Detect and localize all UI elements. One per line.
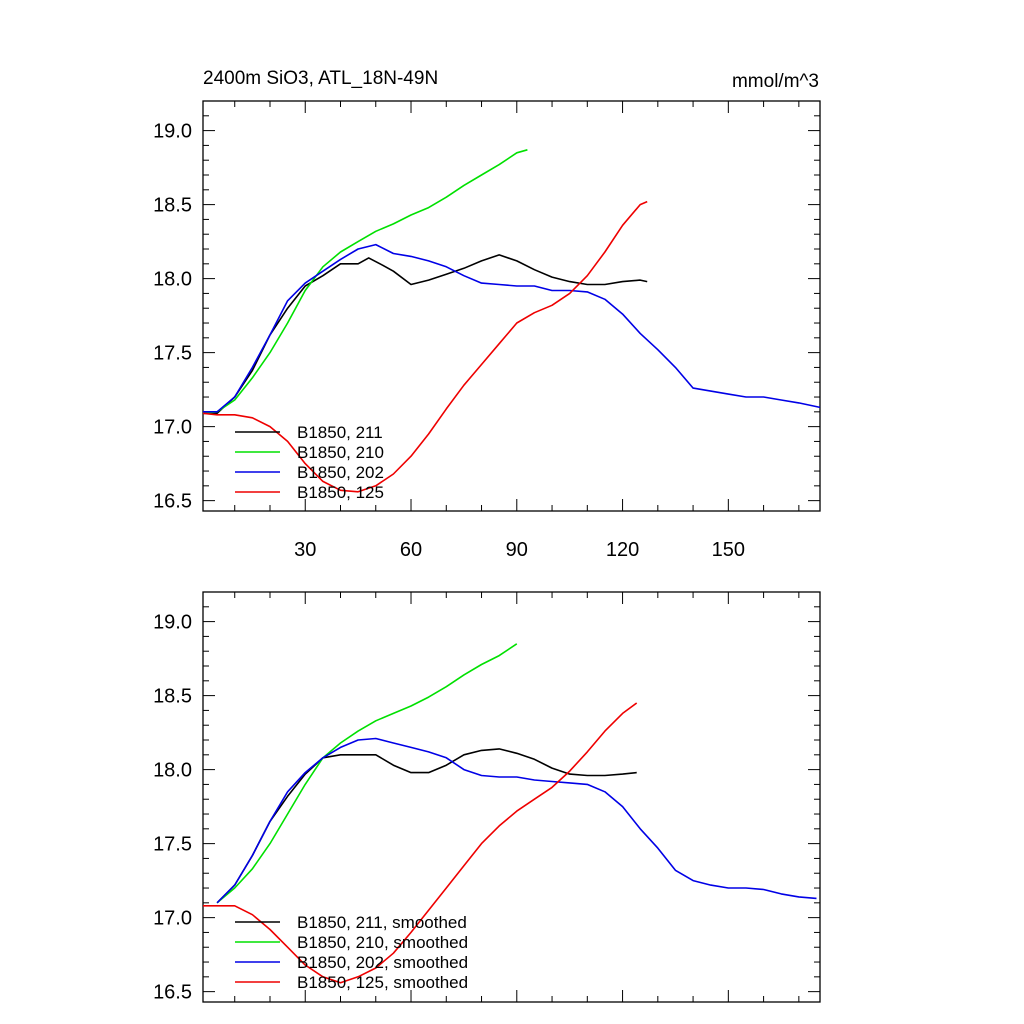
- top-panel: 16.5 17.0 17.5 18.0 18.5 19.0 30 60 90 120 150 B185…: [153, 100, 821, 561]
- x-tick-label: 60: [400, 539, 422, 561]
- y-tick-label: 18.5: [153, 686, 192, 708]
- series-line: [216, 643, 518, 904]
- y-tick-label: 16.5: [153, 982, 192, 1004]
- chart-title: 2400m SiO3, ATL_18N-49N: [203, 68, 438, 89]
- legend-label: B1850, 202: [297, 463, 384, 482]
- y-tick-label: 18.0: [153, 760, 192, 782]
- y-tick-label: 17.0: [153, 417, 192, 439]
- y-tick-label: 18.0: [153, 269, 192, 291]
- series-line: [203, 702, 638, 984]
- legend-label: B1850, 210, smoothed: [297, 933, 468, 952]
- legend-label: B1850, 211, smoothed: [297, 913, 467, 932]
- x-tick-label: 120: [606, 539, 639, 561]
- series-line: [203, 243, 821, 413]
- legend-label: B1850, 210: [297, 443, 384, 462]
- y-tick-label: 18.5: [153, 195, 192, 217]
- y-tick-label: 17.0: [153, 908, 192, 930]
- legend-label: B1850, 125, smoothed: [297, 973, 468, 992]
- legend-label: B1850, 211: [297, 423, 383, 442]
- y-tick-label: 17.5: [153, 834, 192, 856]
- series-line: [202, 149, 528, 415]
- x-tick-label: 90: [506, 539, 528, 561]
- legend-label: B1850, 125: [297, 483, 384, 502]
- series-line: [203, 254, 648, 415]
- plot-frame: [202, 591, 821, 1003]
- series-line: [216, 748, 637, 904]
- series-line: [202, 200, 648, 493]
- x-tick-label: 30: [294, 539, 316, 561]
- plot-frame: [202, 100, 821, 512]
- series-line: [216, 737, 817, 904]
- y-tick-label: 19.0: [153, 121, 192, 143]
- x-tick-label: 150: [712, 539, 745, 561]
- y-tick-label: 16.5: [153, 491, 192, 513]
- legend-label: B1850, 202, smoothed: [297, 953, 468, 972]
- y-tick-label: 17.5: [153, 343, 192, 365]
- bottom-panel: 16.5 17.0 17.5 18.0 18.5 19.0 B1850, 211, smoo…: [153, 591, 821, 1004]
- y-tick-label: 19.0: [153, 612, 192, 634]
- units-label: mmol/m^3: [732, 71, 819, 92]
